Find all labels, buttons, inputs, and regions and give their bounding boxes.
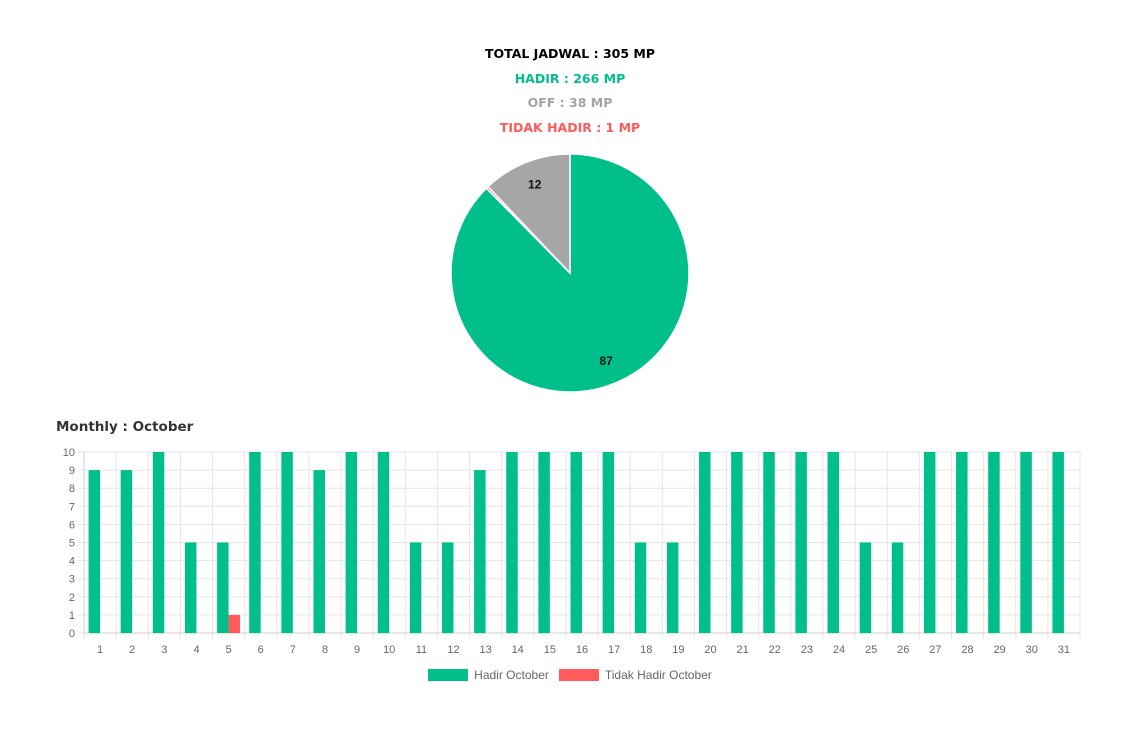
x-tick-label: 17: [608, 644, 620, 656]
y-tick-label: 8: [69, 483, 75, 495]
absent-count-label: TIDAK HADIR : 1 MP: [499, 119, 641, 135]
bar-hadir[interactable]: [988, 452, 1000, 633]
legend-label-tidak-hadir: Tidak Hadir October: [604, 668, 712, 682]
bar-hadir[interactable]: [120, 470, 133, 633]
y-tick-label: 3: [69, 574, 75, 586]
bar-hadir[interactable]: [506, 452, 518, 633]
x-tick-label: 5: [226, 644, 232, 656]
bar-tidak-hadir[interactable]: [228, 614, 241, 633]
x-tick-label: 9: [354, 644, 360, 656]
x-tick-label: 2: [129, 644, 135, 656]
bar-hadir[interactable]: [602, 452, 615, 633]
x-tick-label: 29: [994, 644, 1006, 656]
bar-hadir[interactable]: [891, 542, 904, 634]
x-tick-label: 21: [736, 644, 748, 656]
bar-hadir[interactable]: [795, 452, 807, 633]
bar-hadir[interactable]: [249, 452, 261, 633]
present-count-label: HADIR : 266 MP: [514, 70, 626, 86]
x-tick-label: 8: [322, 644, 328, 656]
legend-item-hadir[interactable]: Hadir October: [428, 668, 549, 682]
bar-hadir[interactable]: [699, 452, 711, 633]
bar-hadir[interactable]: [956, 452, 968, 633]
bar-hadir[interactable]: [1052, 452, 1064, 633]
bar-hadir[interactable]: [634, 542, 647, 634]
bar-hadir[interactable]: [345, 452, 358, 633]
bar-hadir[interactable]: [859, 542, 872, 634]
pie-slice-label: 87: [599, 354, 613, 368]
bar-hadir[interactable]: [152, 452, 165, 633]
bar-hadir[interactable]: [827, 452, 840, 633]
bar-hadir[interactable]: [281, 452, 293, 633]
x-tick-label: 6: [258, 644, 264, 656]
bar-hadir[interactable]: [377, 452, 390, 633]
x-tick-label: 1: [97, 644, 103, 656]
bar-hadir[interactable]: [217, 542, 229, 634]
bar-hadir[interactable]: [474, 470, 486, 633]
x-tick-label: 15: [544, 644, 556, 656]
x-tick-label: 22: [769, 644, 781, 656]
x-tick-label: 11: [416, 644, 427, 656]
x-tick-label: 31: [1058, 644, 1070, 656]
x-tick-label: 19: [672, 644, 684, 656]
bar-hadir[interactable]: [570, 452, 583, 633]
x-tick-label: 27: [929, 644, 941, 656]
bar-hadir[interactable]: [1020, 452, 1032, 633]
x-tick-label: 25: [865, 644, 877, 656]
bar-chart-legend: Hadir October Tidak Hadir October: [0, 668, 1140, 682]
legend-swatch-tidak-hadir: [558, 669, 599, 681]
pie-slice[interactable]: [487, 153, 571, 275]
bar-hadir[interactable]: [923, 452, 936, 633]
y-tick-label: 9: [69, 465, 75, 477]
x-tick-label: 13: [479, 644, 491, 656]
bar-hadir[interactable]: [409, 542, 422, 634]
bar-hadir[interactable]: [763, 452, 775, 633]
x-tick-label: 10: [383, 644, 395, 656]
y-tick-label: 5: [69, 538, 75, 550]
legend-item-tidak-hadir[interactable]: Tidak Hadir October: [558, 668, 712, 682]
off-count-label: OFF : 38 MP: [527, 95, 613, 110]
x-tick-label: 28: [961, 644, 973, 656]
bar-hadir[interactable]: [666, 542, 679, 634]
pie-slice-label: 12: [528, 178, 542, 192]
y-tick-label: 0: [69, 628, 75, 640]
legend-swatch-hadir: [428, 669, 469, 681]
x-tick-label: 26: [897, 644, 909, 656]
y-tick-label: 7: [69, 501, 75, 513]
x-tick-label: 3: [161, 644, 167, 656]
total-schedule-label: TOTAL JADWAL : 305 MP: [484, 46, 655, 61]
x-tick-label: 4: [193, 644, 199, 656]
y-tick-label: 1: [69, 610, 75, 622]
bar-hadir[interactable]: [184, 542, 197, 634]
attendance-pie-chart: 87 12: [450, 153, 690, 393]
y-tick-label: 2: [69, 592, 75, 604]
bar-hadir[interactable]: [538, 452, 550, 633]
bar-hadir[interactable]: [88, 470, 101, 633]
x-tick-label: 20: [704, 644, 716, 656]
bar-hadir[interactable]: [731, 452, 743, 633]
x-tick-label: 30: [1026, 644, 1038, 656]
bar-hadir[interactable]: [441, 542, 454, 634]
x-tick-label: 24: [833, 644, 845, 656]
x-tick-label: 7: [290, 644, 296, 656]
legend-label-hadir: Hadir October: [474, 668, 549, 682]
x-tick-label: 14: [512, 644, 524, 656]
monthly-chart-title: Monthly : October: [56, 419, 194, 435]
y-tick-label: 6: [69, 519, 75, 531]
x-tick-label: 12: [447, 644, 459, 656]
bar-hadir[interactable]: [313, 470, 325, 633]
attendance-summary: TOTAL JADWAL : 305 MP HADIR : 266 MP OFF…: [0, 42, 1140, 140]
x-tick-label: 18: [640, 644, 652, 656]
x-tick-label: 23: [801, 644, 813, 656]
y-tick-label: 4: [69, 556, 75, 568]
y-tick-label: 10: [63, 447, 75, 459]
x-tick-label: 16: [576, 644, 588, 656]
